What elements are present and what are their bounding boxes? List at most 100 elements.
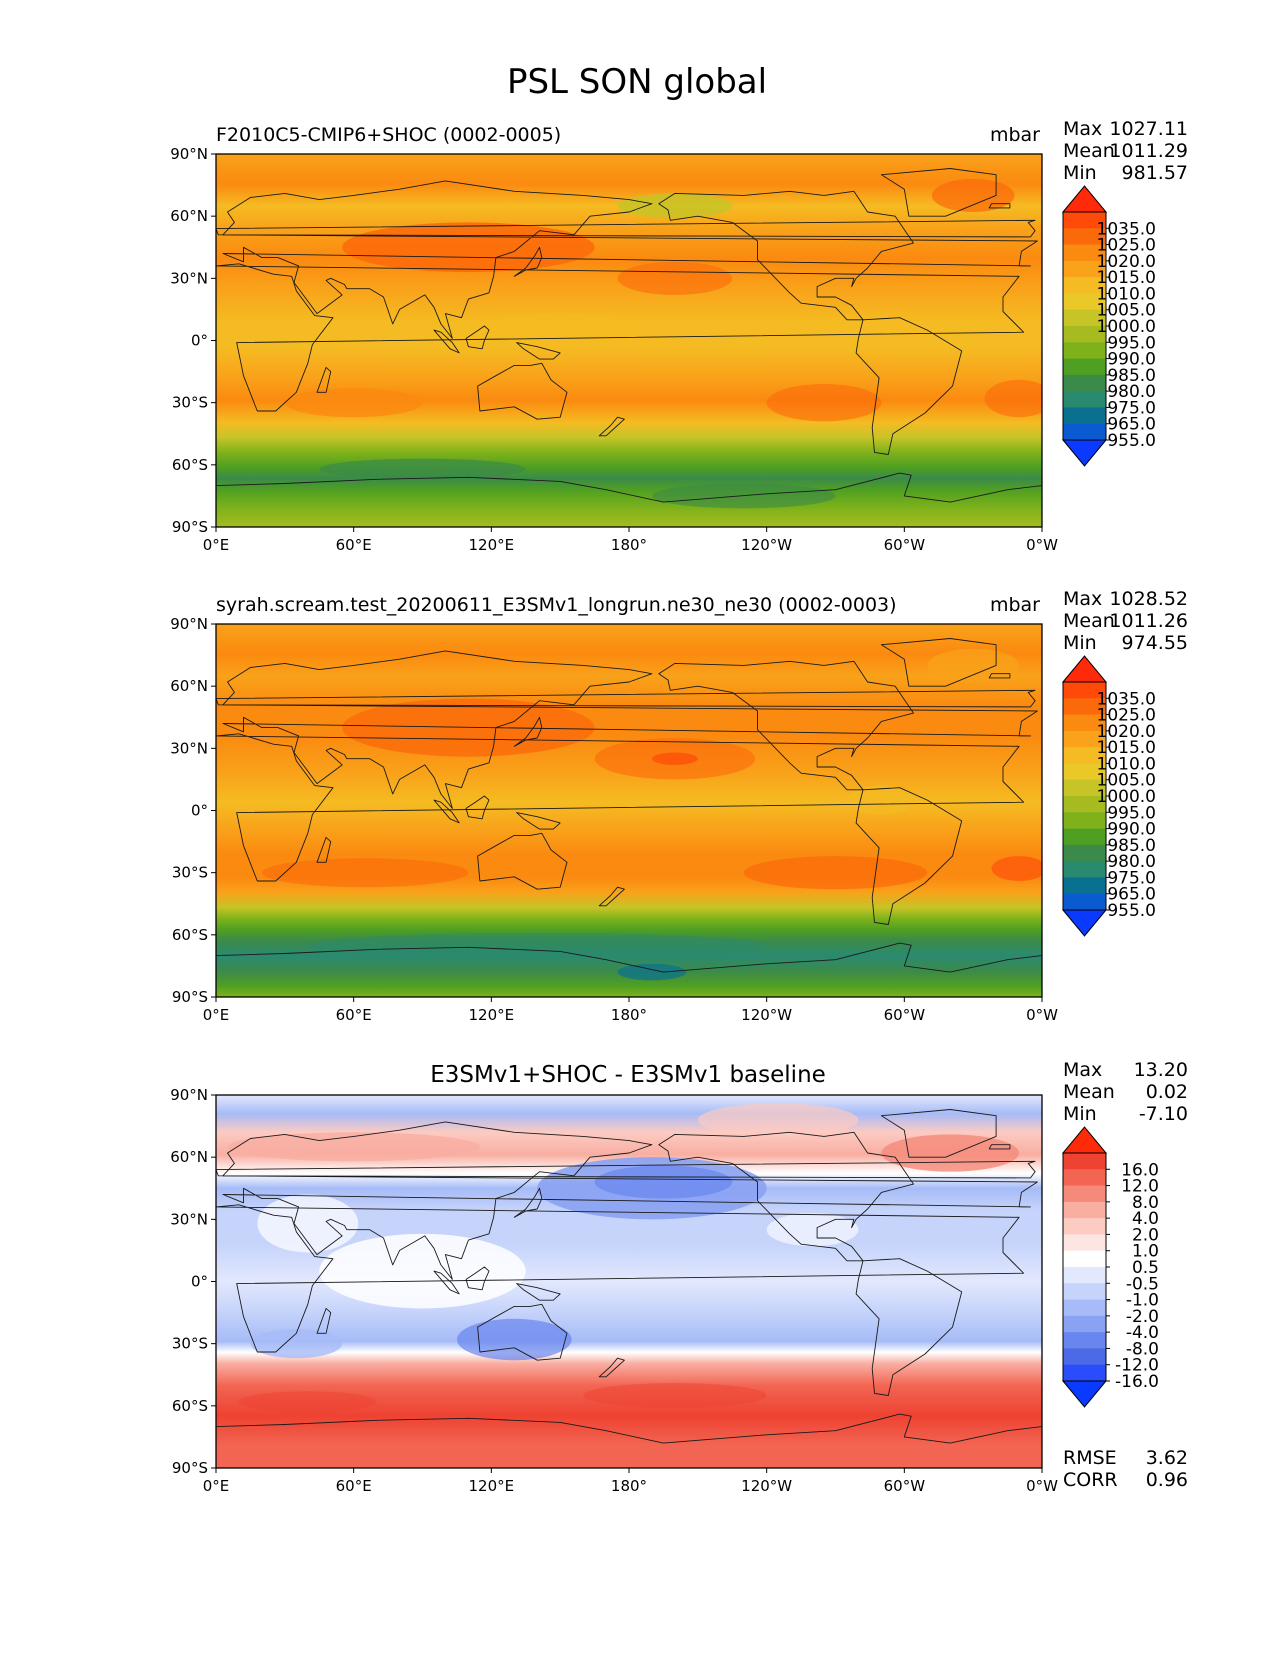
panel-1-stats: Max 1027.11 Mean 1011.29 Min 981.57 bbox=[1063, 118, 1188, 184]
colorbar-label: 12.0 bbox=[1121, 1177, 1159, 1197]
field-anomaly bbox=[766, 1213, 859, 1247]
field-anomaly bbox=[927, 648, 1020, 683]
colorbar-segment bbox=[1063, 1364, 1106, 1382]
coastline-south-america bbox=[855, 1258, 963, 1396]
colorbar-segment bbox=[1063, 796, 1106, 813]
colorbar-label: -12.0 bbox=[1115, 1356, 1159, 1376]
field-anomaly bbox=[651, 752, 698, 765]
lon-tick-label: 120°W bbox=[741, 1477, 792, 1495]
colorbar-segment bbox=[1063, 309, 1106, 327]
colorbar-segment bbox=[1063, 763, 1106, 781]
colorbar-segment bbox=[1063, 374, 1106, 392]
stat-label: Mean bbox=[1063, 1081, 1115, 1103]
lat-tick-label: 30°S bbox=[172, 1335, 208, 1353]
panel-2: syrah.scream.test_20200611_E3SMv1_longru… bbox=[170, 588, 1188, 1024]
colorbar-label: 1005.0 bbox=[1097, 771, 1156, 791]
coastline-madagascar bbox=[316, 366, 332, 393]
colorbar-segment bbox=[1063, 893, 1106, 911]
lon-tick-label: 60°W bbox=[884, 1477, 926, 1495]
coastline-south-america bbox=[855, 787, 963, 925]
field-anomaly bbox=[697, 1103, 859, 1137]
panel-3-stats: Max 13.20 Mean 0.02 Min -7.10 bbox=[1063, 1059, 1188, 1125]
colorbar-label: -2.0 bbox=[1126, 1307, 1159, 1327]
stat-value: 974.55 bbox=[1122, 632, 1188, 654]
colorbar-segment bbox=[1063, 779, 1106, 797]
field-anomaly bbox=[319, 1233, 526, 1309]
panel-1-title: F2010C5-CMIP6+SHOC (0002-0005) bbox=[216, 124, 561, 146]
colorbar-label: 990.0 bbox=[1107, 820, 1156, 840]
colorbar-segment bbox=[1063, 1218, 1106, 1235]
coastline-madagascar bbox=[316, 1307, 332, 1334]
colorbar-segment bbox=[1063, 1283, 1106, 1301]
field-anomaly bbox=[984, 379, 1042, 418]
field-anomaly bbox=[617, 261, 733, 295]
coastline-africa bbox=[216, 263, 1025, 412]
stat-label: Max bbox=[1063, 1059, 1102, 1081]
lat-tick-label: 0° bbox=[191, 802, 208, 820]
lat-tick-label: 90°N bbox=[170, 1086, 208, 1104]
coastline-iceland bbox=[988, 1144, 1011, 1150]
colorbar-label: 8.0 bbox=[1132, 1193, 1159, 1213]
colorbar: 1035.01025.01020.01015.01010.01005.01000… bbox=[1061, 655, 1156, 937]
colorbar-label: 1000.0 bbox=[1097, 787, 1156, 807]
colorbar-segment bbox=[1063, 1153, 1106, 1170]
stat-label: Min bbox=[1063, 1103, 1097, 1125]
stat-value: 13.20 bbox=[1134, 1059, 1188, 1081]
colorbar-extend-top bbox=[1061, 655, 1108, 683]
stat-label: Min bbox=[1063, 162, 1097, 184]
lon-tick-label: 180° bbox=[611, 1006, 647, 1024]
lat-tick-label: 60°S bbox=[172, 1397, 208, 1415]
colorbar-label: 995.0 bbox=[1107, 803, 1156, 823]
colorbar-label: 2.0 bbox=[1132, 1225, 1159, 1245]
coastline-north-america bbox=[658, 660, 914, 791]
field-anomaly bbox=[250, 1329, 343, 1359]
field-anomaly bbox=[307, 932, 767, 958]
coastline-sumatra bbox=[433, 329, 460, 354]
colorbar-segment bbox=[1063, 1185, 1106, 1203]
colorbar-label: -8.0 bbox=[1126, 1339, 1159, 1359]
colorbar-label: 1025.0 bbox=[1097, 706, 1156, 726]
colorbar-label: 1010.0 bbox=[1097, 754, 1156, 774]
colorbar-label: 955.0 bbox=[1107, 431, 1156, 451]
coastline-eurasia bbox=[222, 650, 1038, 809]
colorbar-label: 1015.0 bbox=[1097, 738, 1156, 758]
lat-tick-label: 60°S bbox=[172, 456, 208, 474]
lat-tick-label: 90°N bbox=[170, 615, 208, 633]
colorbar-segment bbox=[1063, 877, 1106, 895]
colorbar-label: -4.0 bbox=[1126, 1323, 1159, 1343]
lon-tick-label: 0°W bbox=[1026, 1006, 1058, 1024]
colorbar-label: 1025.0 bbox=[1097, 236, 1156, 256]
colorbar-label: 16.0 bbox=[1121, 1160, 1159, 1180]
colorbar-label: 1.0 bbox=[1132, 1242, 1159, 1262]
coastline-new-guinea bbox=[516, 342, 561, 360]
colorbar-extend-top bbox=[1061, 185, 1108, 213]
colorbar-segment bbox=[1063, 1315, 1106, 1333]
panel-3-title: E3SMv1+SHOC - E3SMv1 baseline bbox=[430, 1062, 826, 1088]
panel-3-extra-stats: RMSE 3.62 CORR 0.96 bbox=[1063, 1447, 1188, 1491]
lat-tick-label: 90°S bbox=[172, 518, 208, 536]
stat-value: 1011.26 bbox=[1109, 610, 1188, 632]
field-anomaly bbox=[594, 1165, 733, 1199]
colorbar-segment bbox=[1063, 747, 1106, 764]
colorbar-segment bbox=[1063, 1250, 1106, 1268]
coastline-greenland bbox=[880, 638, 997, 687]
stat-value: 1028.52 bbox=[1109, 588, 1188, 610]
field-anomaly bbox=[257, 1194, 359, 1253]
colorbar-segment bbox=[1063, 1299, 1106, 1317]
colorbar: 1035.01025.01020.01015.01010.01005.01000… bbox=[1061, 185, 1156, 467]
lat-tick-label: 30°N bbox=[170, 739, 208, 757]
colorbar-label: 975.0 bbox=[1107, 868, 1156, 888]
coastline-antarctica bbox=[216, 1413, 1042, 1468]
colorbar-label: -0.5 bbox=[1126, 1274, 1159, 1294]
colorbar-segment bbox=[1063, 391, 1106, 408]
colorbar-label: 1005.0 bbox=[1097, 301, 1156, 321]
field-anomaly bbox=[284, 388, 423, 418]
colorbar-segment bbox=[1063, 730, 1106, 748]
corr-value: 0.96 bbox=[1146, 1469, 1188, 1491]
panel-1-field bbox=[216, 154, 1042, 527]
colorbar-label: 965.0 bbox=[1107, 885, 1156, 905]
coastline-eurasia bbox=[222, 1121, 1038, 1280]
field-anomaly bbox=[881, 1134, 1020, 1172]
colorbar-segment bbox=[1063, 228, 1106, 246]
field-anomaly bbox=[991, 856, 1042, 881]
